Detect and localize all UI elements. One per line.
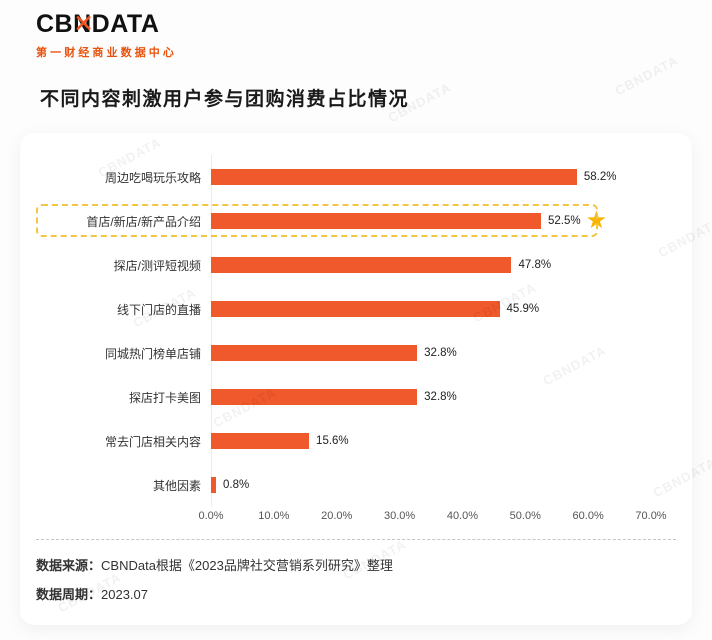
logo-text-right: DATA [91, 10, 160, 38]
chart-row: 常去门店相关内容 15.6% [36, 419, 676, 463]
star-icon: ★ [585, 207, 608, 234]
period-text: 2023.07 [101, 587, 149, 602]
x-axis: 0.0% 10.0% 20.0% 30.0% 40.0% 50.0% 60.0% 70.0% [198, 507, 666, 525]
axis-tick: 60.0% [572, 510, 604, 522]
bar [211, 257, 512, 273]
logo-x-mark-icon: ✕ [73, 10, 95, 38]
cbndata-logo: CB N ✕ DATA [36, 12, 177, 37]
bar-value: 58.2% [583, 171, 617, 183]
period-label: 数据周期： [36, 587, 102, 602]
axis-tick: 50.0% [509, 510, 541, 522]
bar-label: 探店打卡美图 [128, 390, 201, 405]
bar [211, 169, 577, 185]
chart-row: 探店/测评短视频 47.8% [36, 243, 676, 287]
axis-tick: 30.0% [383, 510, 416, 522]
bar [211, 433, 310, 449]
axis-tick: 70.0% [635, 510, 667, 522]
bar [211, 213, 541, 229]
chart-row: 其他因素 0.8% [36, 463, 676, 507]
bar-value: 45.9% [506, 303, 540, 315]
axis-tick: 10.0% [258, 510, 290, 522]
bar [211, 477, 217, 493]
source-label: 数据来源： [36, 558, 102, 573]
bar [211, 301, 500, 317]
page-title: 不同内容刺激用户参与团购消费占比情况 [40, 89, 410, 110]
bar-value: 32.8% [424, 347, 457, 359]
chart-row: 线下门店的直播 45.9% [36, 287, 676, 331]
bar-label: 周边吃喝玩乐攻略 [104, 170, 201, 185]
bar-value: 52.5% [548, 215, 581, 227]
chart-card: 周边吃喝玩乐攻略 58.2% 首店/新店/新产品介绍 52.5% ★ 探店/测评短视频 47… [20, 133, 692, 625]
watermark-text: CBNDATA [612, 52, 681, 99]
axis-tick: 20.0% [321, 510, 353, 522]
bar [211, 389, 418, 405]
chart-rows: 周边吃喝玩乐攻略 58.2% 首店/新店/新产品介绍 52.5% ★ 探店/测评短视频 47… [36, 155, 676, 507]
chart-row: 首店/新店/新产品介绍 52.5% ★ [36, 199, 676, 243]
axis-tick: 0.0% [198, 510, 224, 522]
axis-baseline [211, 155, 212, 507]
chart-row: 周边吃喝玩乐攻略 58.2% [36, 155, 676, 199]
footer-source: 数据来源：CBNData根据《2023品牌社交营销系列研究》整理 [36, 555, 676, 574]
bar-value: 47.8% [518, 259, 552, 271]
logo-subtitle: 第一财经商业数据中心 [36, 47, 177, 59]
bar-chart: 周边吃喝玩乐攻略 58.2% 首店/新店/新产品介绍 52.5% ★ 探店/测评短视频 47… [36, 149, 676, 525]
axis-tick: 40.0% [446, 510, 479, 522]
source-text: CBNData根据《2023品牌社交营销系列研究》整理 [101, 558, 393, 573]
bar-label: 线下门店的直播 [116, 302, 201, 317]
logo-letter-n: N ✕ [73, 10, 95, 38]
bar-label: 探店/测评短视频 [113, 258, 201, 273]
bar-label: 其他因素 [152, 478, 201, 493]
bar [211, 345, 418, 361]
logo-text-left: CB [36, 10, 74, 38]
bar-label: 同城热门榜单店铺 [104, 346, 201, 361]
bar-value: 15.6% [316, 435, 349, 447]
header: CB N ✕ DATA 第一财经商业数据中心 [36, 12, 177, 60]
bar-value: 0.8% [223, 479, 250, 491]
bar-label: 常去门店相关内容 [104, 434, 201, 449]
footer-period: 数据周期：2023.07 [36, 584, 676, 603]
chart-row: 探店打卡美图 32.8% [36, 375, 676, 419]
dashed-separator [36, 539, 676, 540]
chart-row: 同城热门榜单店铺 32.8% [36, 331, 676, 375]
bar-value: 32.8% [424, 391, 457, 403]
bar-label: 首店/新店/新产品介绍 [86, 214, 201, 229]
